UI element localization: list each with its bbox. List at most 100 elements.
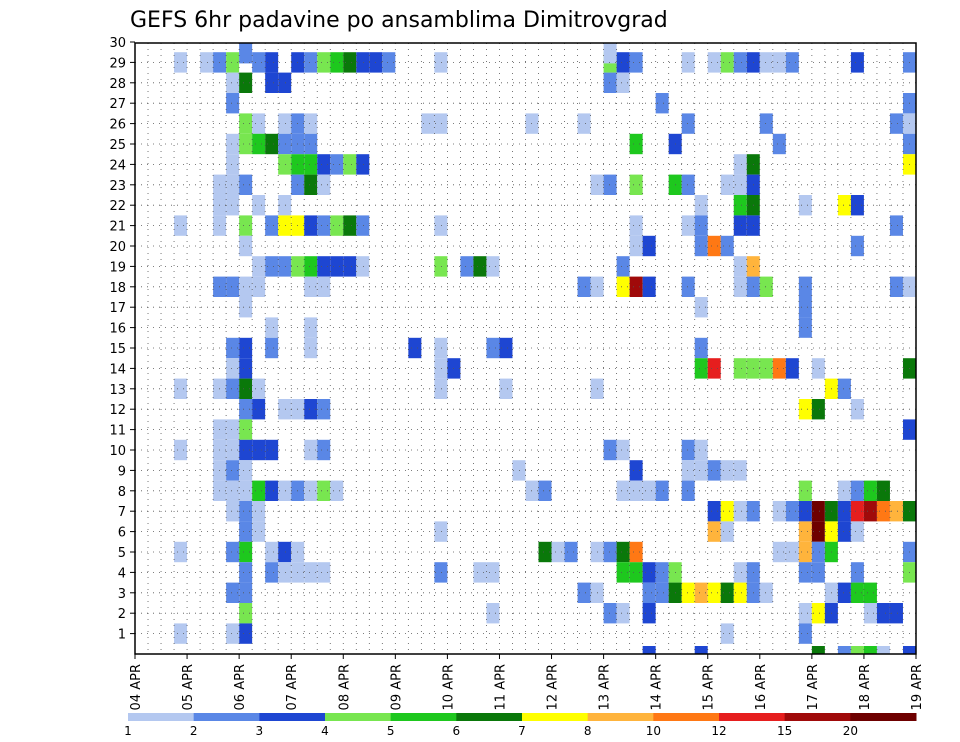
y-tick-label: 13 bbox=[109, 383, 126, 398]
heatmap-cell bbox=[720, 460, 734, 481]
heatmap-cell bbox=[694, 195, 708, 216]
y-tick-label: 14 bbox=[109, 362, 126, 377]
heatmap-cell bbox=[798, 317, 812, 338]
heatmap-cell bbox=[343, 256, 357, 277]
heatmap-cell bbox=[798, 603, 812, 624]
heatmap-cell bbox=[239, 582, 253, 603]
heatmap-cell bbox=[486, 562, 500, 583]
heatmap-cell bbox=[759, 52, 773, 73]
heatmap-cell bbox=[226, 133, 240, 155]
heatmap-cell bbox=[226, 276, 240, 297]
heatmap-cell bbox=[798, 562, 812, 583]
heatmap-cell bbox=[655, 582, 669, 603]
heatmap-cell bbox=[720, 52, 734, 73]
heatmap-cell bbox=[876, 480, 890, 501]
heatmap-cell bbox=[317, 480, 331, 501]
x-tick-label: 10 APR bbox=[441, 664, 456, 710]
heatmap-cell bbox=[603, 174, 617, 195]
heatmap-cell bbox=[317, 52, 331, 73]
heatmap-cell bbox=[408, 337, 422, 359]
heatmap-cell bbox=[837, 582, 851, 603]
heatmap-cell bbox=[850, 562, 864, 583]
chart-title: GEFS 6hr padavine po ansamblima Dimitrov… bbox=[130, 8, 668, 33]
heatmap-cell bbox=[785, 501, 799, 522]
heatmap-cell bbox=[304, 480, 318, 501]
heatmap-cell bbox=[486, 337, 500, 359]
heatmap-cell bbox=[265, 439, 279, 461]
heatmap-cell bbox=[603, 72, 617, 93]
y-tick-label: 9 bbox=[118, 464, 126, 479]
heatmap-cell bbox=[499, 337, 513, 359]
colorbar-label: 20 bbox=[843, 724, 858, 738]
heatmap-cell bbox=[616, 72, 630, 93]
heatmap-cell bbox=[330, 154, 344, 175]
heatmap-cell bbox=[681, 276, 695, 297]
heatmap-cell bbox=[902, 646, 916, 654]
heatmap-cell bbox=[629, 174, 643, 195]
heatmap-cell bbox=[863, 582, 877, 603]
y-tick-label: 18 bbox=[109, 281, 126, 296]
heatmap-cell bbox=[642, 646, 656, 654]
heatmap-cell bbox=[304, 562, 318, 583]
colorbar-swatch bbox=[128, 713, 195, 721]
heatmap-cell bbox=[278, 480, 292, 501]
heatmap-cell bbox=[317, 215, 331, 236]
heatmap-cell bbox=[733, 562, 747, 583]
heatmap-cell bbox=[798, 521, 812, 542]
heatmap-cell bbox=[889, 113, 903, 134]
heatmap-cell bbox=[317, 399, 331, 420]
heatmap-cell bbox=[434, 358, 448, 379]
heatmap-cell bbox=[720, 623, 734, 644]
heatmap-cell bbox=[226, 460, 240, 481]
heatmap-cell bbox=[772, 501, 786, 522]
y-tick-label: 19 bbox=[109, 260, 126, 275]
y-axis-ticks: 1234567891011121314151617181920212223242… bbox=[109, 36, 135, 643]
heatmap-cell bbox=[616, 439, 630, 461]
heatmap-cell bbox=[174, 52, 188, 73]
heatmap-cell bbox=[252, 399, 266, 420]
heatmap-cell bbox=[226, 174, 240, 195]
heatmap-cell bbox=[772, 133, 786, 155]
heatmap-cell bbox=[681, 113, 695, 134]
y-tick-label: 28 bbox=[109, 77, 126, 92]
heatmap-cell bbox=[733, 276, 747, 297]
heatmap-cell bbox=[226, 480, 240, 501]
heatmap-cell bbox=[434, 52, 448, 73]
heatmap-cell bbox=[629, 276, 643, 297]
heatmap-cell bbox=[226, 541, 240, 563]
colorbar-label: 2 bbox=[190, 724, 198, 738]
y-tick-label: 20 bbox=[109, 240, 126, 255]
y-tick-label: 29 bbox=[109, 56, 126, 71]
heatmap-cell bbox=[265, 215, 279, 236]
heatmap-cell bbox=[239, 419, 253, 440]
colorbar-swatch bbox=[193, 713, 260, 721]
heatmap-cell bbox=[174, 541, 188, 563]
y-tick-label: 6 bbox=[118, 526, 126, 541]
heatmap-cell bbox=[239, 378, 253, 399]
heatmap-cell bbox=[226, 93, 240, 114]
heatmap-cell bbox=[226, 72, 240, 93]
heatmap-cell bbox=[733, 154, 747, 175]
y-tick-label: 11 bbox=[109, 424, 126, 439]
heatmap-cell bbox=[421, 113, 435, 134]
heatmap-cell bbox=[694, 439, 708, 461]
heatmap-cell bbox=[863, 480, 877, 501]
heatmap-cell bbox=[720, 501, 734, 522]
heatmap-cell bbox=[239, 439, 253, 461]
heatmap-cell bbox=[278, 215, 292, 236]
heatmap-cell bbox=[811, 501, 825, 522]
heatmap-cell bbox=[304, 154, 318, 175]
colorbar-label: 4 bbox=[321, 724, 329, 738]
heatmap-cell bbox=[304, 174, 318, 195]
colorbar-label: 15 bbox=[777, 724, 792, 738]
heatmap-cell bbox=[629, 235, 643, 257]
heatmap-cell bbox=[434, 113, 448, 134]
heatmap-cell bbox=[356, 154, 370, 175]
heatmap-cell bbox=[694, 235, 708, 257]
heatmap-cell bbox=[850, 480, 864, 501]
y-tick-label: 27 bbox=[109, 97, 126, 112]
heatmap-cell bbox=[239, 72, 253, 93]
heatmap-cell bbox=[278, 562, 292, 583]
heatmap-cell bbox=[577, 582, 591, 603]
heatmap-cell bbox=[304, 113, 318, 134]
